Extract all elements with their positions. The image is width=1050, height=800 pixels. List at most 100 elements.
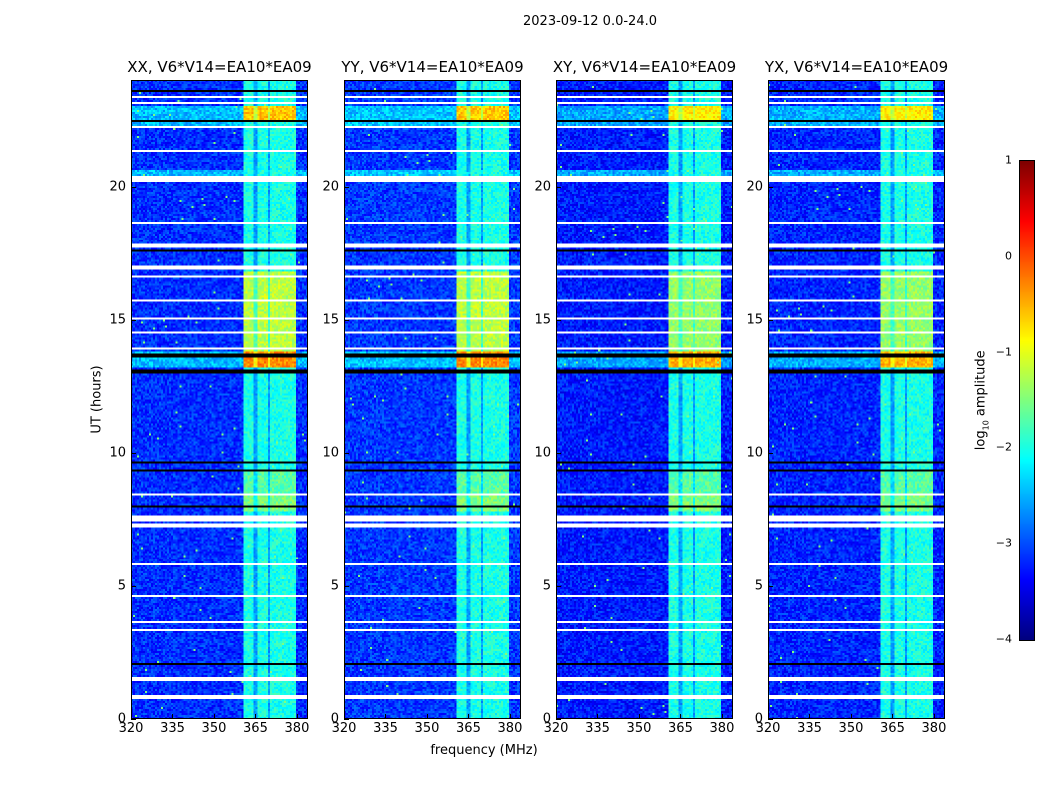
waterfall-panel: XX, V6*V14=EA10*EA09 320 335 350 365 380 0 5 10 1… xyxy=(109,58,311,736)
y-tick-label: 15 xyxy=(109,312,126,328)
x-tick-mark xyxy=(809,714,811,719)
y-tick-mark xyxy=(556,186,561,188)
y-tick-mark xyxy=(131,585,136,587)
x-tick-label: 350 xyxy=(838,721,864,736)
x-tick-label: 365 xyxy=(880,721,905,736)
y-tick-mark xyxy=(556,719,561,720)
x-tick-mark xyxy=(892,714,894,719)
x-tick-label: 335 xyxy=(373,721,398,736)
x-tick-label: 320 xyxy=(543,721,569,736)
x-tick-label: 380 xyxy=(497,721,523,736)
colorbar xyxy=(1019,160,1035,641)
y-tick-label: 10 xyxy=(746,445,763,461)
x-axis-label: frequency (MHz) xyxy=(430,743,538,758)
y-tick-mark xyxy=(768,719,773,720)
y-tick-label: 15 xyxy=(534,312,551,328)
y-tick-mark xyxy=(768,585,773,587)
y-tick-label: 15 xyxy=(746,312,763,328)
waterfall-panel: YX, V6*V14=EA10*EA09 320 335 350 365 380 0 5 10 1… xyxy=(746,58,948,736)
colorbar-label-prefix: log xyxy=(973,430,989,451)
y-tick-mark xyxy=(344,452,349,454)
y-tick-mark xyxy=(768,452,773,454)
panel-title: XX, V6*V14=EA10*EA09 xyxy=(127,58,312,76)
y-tick-mark xyxy=(768,186,773,188)
x-tick-mark xyxy=(255,714,257,719)
y-tick-mark xyxy=(131,719,136,720)
figure-title: 2023-09-12 0.0-24.0 xyxy=(523,14,657,29)
x-tick-mark xyxy=(213,714,215,719)
x-tick-mark xyxy=(680,714,682,719)
y-tick-mark xyxy=(344,585,349,587)
y-tick-label: 0 xyxy=(542,711,551,727)
x-tick-mark xyxy=(344,714,345,719)
y-tick-mark xyxy=(768,319,773,321)
panel-title: YY, V6*V14=EA10*EA09 xyxy=(341,58,524,76)
y-tick-mark xyxy=(131,319,136,321)
y-tick-label: 5 xyxy=(542,578,551,594)
waterfall-heatmap xyxy=(556,80,733,719)
panel-title: YX, V6*V14=EA10*EA09 xyxy=(764,58,949,76)
y-tick-label: 20 xyxy=(109,179,126,194)
y-tick-mark xyxy=(344,186,349,188)
waterfall-panel: YY, V6*V14=EA10*EA09 320 335 350 365 380 0 5 10 1… xyxy=(322,58,523,736)
y-tick-label: 20 xyxy=(746,179,763,194)
panel-title: XY, V6*V14=EA10*EA09 xyxy=(552,58,737,76)
y-tick-label: 20 xyxy=(534,179,551,194)
y-tick-mark xyxy=(344,319,349,321)
waterfall-heatmap xyxy=(768,80,945,719)
y-tick-label: 10 xyxy=(534,445,551,461)
x-tick-label: 335 xyxy=(585,721,610,736)
waterfall-panel: XY, V6*V14=EA10*EA09 320 335 350 365 380 0 5 10 1… xyxy=(534,58,736,736)
x-tick-mark xyxy=(509,714,511,719)
y-tick-label: 5 xyxy=(330,578,339,594)
x-tick-mark xyxy=(426,714,428,719)
x-tick-mark xyxy=(638,714,640,719)
y-tick-mark xyxy=(131,186,136,188)
x-tick-label: 335 xyxy=(797,721,822,736)
x-tick-label: 350 xyxy=(201,721,227,736)
y-tick-label: 20 xyxy=(322,179,339,194)
colorbar-label-sub: 10 xyxy=(981,420,991,431)
x-tick-mark xyxy=(721,714,723,719)
x-tick-label: 350 xyxy=(414,721,440,736)
x-tick-label: 365 xyxy=(243,721,268,736)
waterfall-heatmap xyxy=(131,80,308,719)
colorbar-tick-label: −2 xyxy=(995,440,1012,454)
y-tick-mark xyxy=(344,719,349,720)
x-tick-mark xyxy=(597,714,599,719)
x-tick-label: 380 xyxy=(921,721,947,736)
colorbar-tick-label: −4 xyxy=(995,632,1012,646)
x-tick-mark xyxy=(768,714,769,719)
colorbar-tick-label: 1 xyxy=(1005,153,1012,167)
colorbar-label: log10 amplitude xyxy=(974,330,991,470)
y-axis-label: UT (hours) xyxy=(89,365,105,434)
x-tick-mark xyxy=(131,714,132,719)
y-tick-mark xyxy=(556,452,561,454)
y-tick-mark xyxy=(556,585,561,587)
y-tick-label: 15 xyxy=(322,312,339,328)
y-tick-label: 0 xyxy=(117,711,126,727)
x-tick-mark xyxy=(468,714,470,719)
x-tick-label: 365 xyxy=(668,721,693,736)
y-tick-label: 0 xyxy=(330,711,339,727)
colorbar-tick-label: 0 xyxy=(1005,249,1012,263)
x-tick-label: 320 xyxy=(118,721,144,736)
x-tick-label: 320 xyxy=(755,721,781,736)
x-tick-mark xyxy=(296,714,298,719)
y-tick-label: 10 xyxy=(109,445,126,461)
y-tick-mark xyxy=(131,452,136,454)
colorbar-tick-label: −1 xyxy=(995,345,1012,359)
x-tick-label: 350 xyxy=(626,721,652,736)
x-tick-mark xyxy=(172,714,174,719)
colorbar-tick-label: −3 xyxy=(995,536,1012,550)
y-tick-label: 5 xyxy=(754,578,763,594)
x-tick-label: 380 xyxy=(709,721,735,736)
y-tick-label: 0 xyxy=(754,711,763,727)
x-tick-mark xyxy=(850,714,852,719)
x-tick-label: 335 xyxy=(160,721,185,736)
x-tick-mark xyxy=(556,714,557,719)
x-tick-label: 320 xyxy=(331,721,357,736)
x-tick-mark xyxy=(933,714,935,719)
y-tick-label: 5 xyxy=(117,578,126,594)
x-tick-mark xyxy=(385,714,387,719)
